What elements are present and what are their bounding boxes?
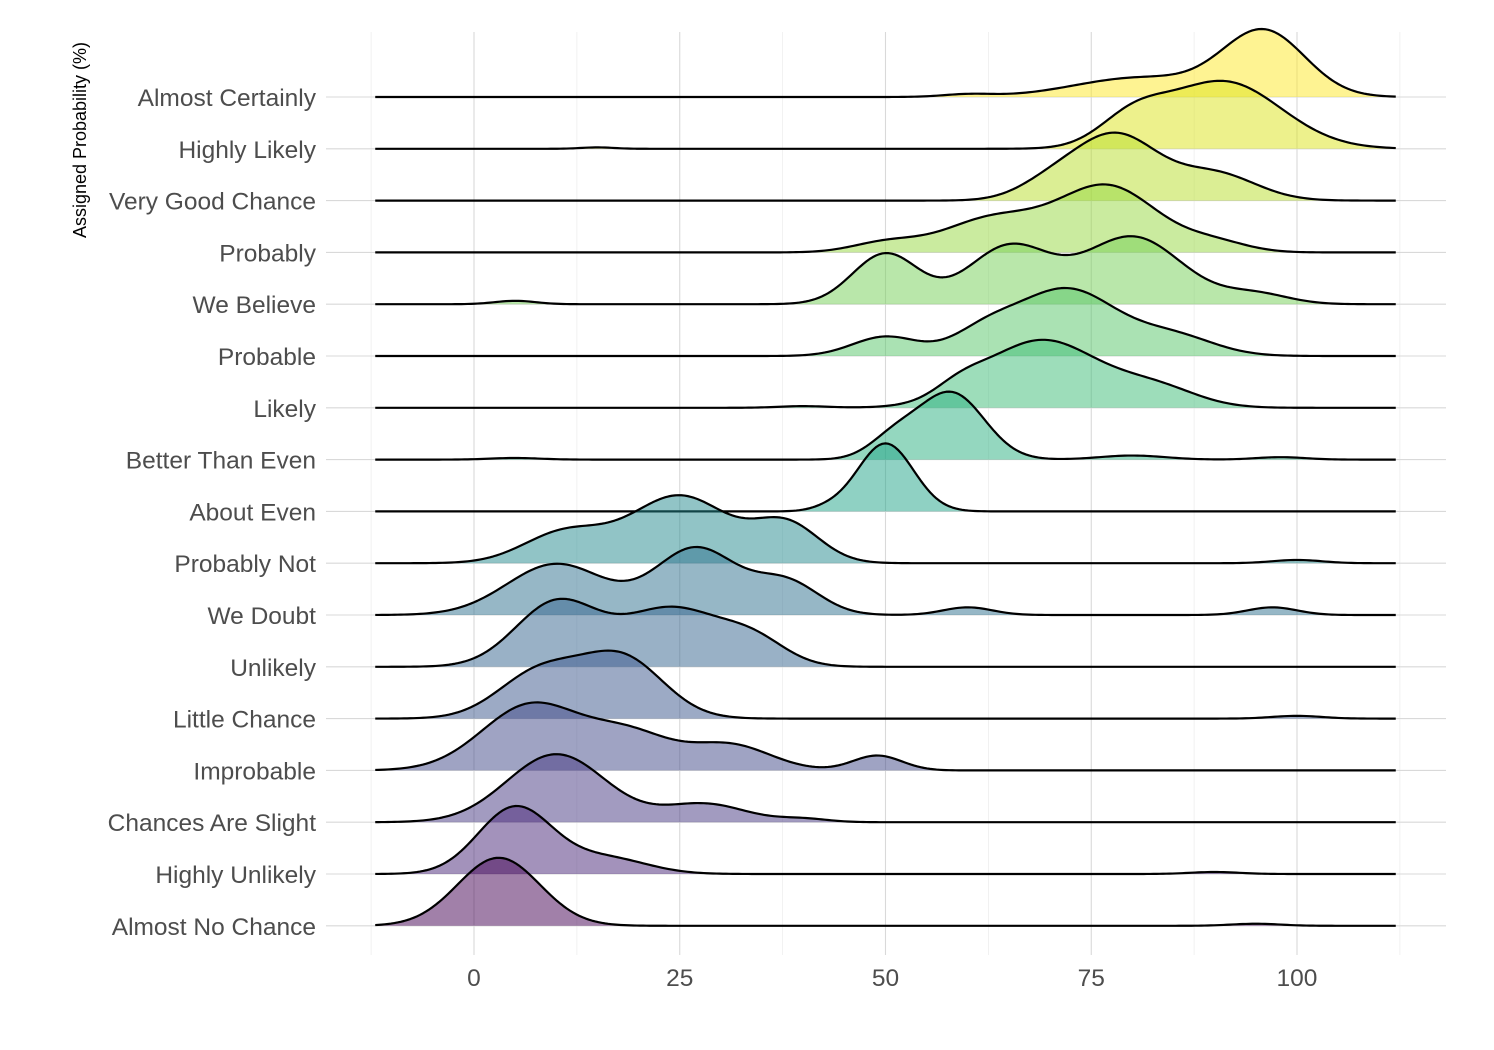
y-tick-label: Probably Not xyxy=(174,551,316,578)
y-tick-label: Little Chance xyxy=(173,707,316,734)
ridge-improbable xyxy=(375,701,1396,772)
ridge-outline xyxy=(375,649,1396,720)
ridge-outline xyxy=(375,390,1396,461)
ridge-fill xyxy=(375,754,1396,823)
y-tick-label: Highly Unlikely xyxy=(155,862,316,889)
ridge-we-doubt xyxy=(375,545,1396,617)
x-tick-label: 75 xyxy=(1078,965,1105,992)
ridges xyxy=(375,27,1396,927)
y-tick-label: Almost No Chance xyxy=(112,914,316,941)
y-tick-label: We Doubt xyxy=(208,603,317,630)
ridge-fill xyxy=(375,80,1396,149)
y-tick-label: Improbable xyxy=(193,758,316,785)
ridge-we-believe xyxy=(375,235,1396,306)
ridge-highly-likely xyxy=(375,79,1396,150)
x-tick-label: 0 xyxy=(467,965,481,992)
ridge-probable xyxy=(375,286,1396,358)
ridge-little-chance xyxy=(375,649,1396,720)
ridge-outline xyxy=(375,442,1396,513)
ridge-probably xyxy=(375,183,1396,254)
ridge-fill xyxy=(375,184,1396,253)
y-tick-label: Almost Certainly xyxy=(138,85,317,112)
ridge-outline xyxy=(375,597,1396,668)
y-tick-label: Unlikely xyxy=(230,655,317,682)
ridge-fill xyxy=(375,443,1396,512)
ridge-outline xyxy=(375,286,1396,358)
ridge-outline xyxy=(375,701,1396,772)
ridge-outline xyxy=(375,753,1396,824)
y-tick-label: Probably xyxy=(219,240,316,267)
ridge-about-even xyxy=(375,442,1396,513)
ridge-probably-not xyxy=(375,494,1396,565)
x-tick-label: 25 xyxy=(666,965,693,992)
ridge-fill xyxy=(375,650,1396,719)
y-axis-title: Assigned Probability (%) xyxy=(70,42,90,238)
y-tick-label: Very Good Chance xyxy=(109,189,316,216)
ridge-outline xyxy=(375,131,1396,202)
ridge-fill xyxy=(375,288,1396,356)
ridge-almost-no-chance xyxy=(375,856,1396,927)
x-axis-ticks: 0 25 50 75 100 xyxy=(467,965,1317,992)
ridge-fill xyxy=(375,236,1396,305)
ridge-fill xyxy=(375,857,1396,926)
ridge-outline xyxy=(375,545,1396,617)
ridge-fill xyxy=(375,547,1396,615)
x-tick-label: 100 xyxy=(1277,965,1318,992)
y-tick-label: We Believe xyxy=(193,292,316,319)
ridge-outline xyxy=(375,183,1396,254)
ridge-fill xyxy=(375,598,1396,667)
ridge-outline xyxy=(375,79,1396,150)
ridge-outline xyxy=(375,804,1396,876)
ridge-almost-certainly xyxy=(375,27,1396,99)
y-tick-label: Probable xyxy=(218,344,316,371)
ridge-unlikely xyxy=(375,597,1396,668)
y-tick-label: About Even xyxy=(189,499,316,526)
ridge-outline xyxy=(375,338,1396,409)
ridge-outline xyxy=(375,856,1396,927)
ridge-very-good-chance xyxy=(375,131,1396,202)
y-axis-labels: Almost Certainly Highly Likely Very Good C… xyxy=(108,85,317,941)
ridge-fill xyxy=(375,339,1396,408)
y-tick-label: Likely xyxy=(253,396,316,423)
ridge-chances-are-slight xyxy=(375,753,1396,824)
x-tick-label: 50 xyxy=(872,965,899,992)
ridge-outline xyxy=(375,235,1396,306)
ridge-fill xyxy=(375,132,1396,201)
ridge-outline xyxy=(375,27,1396,99)
y-tick-label: Chances Are Slight xyxy=(108,810,317,837)
ridge-outline xyxy=(375,494,1396,565)
y-tick-label: Highly Likely xyxy=(178,137,316,164)
ridge-likely xyxy=(375,338,1396,409)
y-tick-label: Better Than Even xyxy=(126,448,316,475)
ridge-fill xyxy=(375,29,1396,97)
ridge-fill xyxy=(375,495,1396,564)
ridge-fill xyxy=(375,702,1396,771)
